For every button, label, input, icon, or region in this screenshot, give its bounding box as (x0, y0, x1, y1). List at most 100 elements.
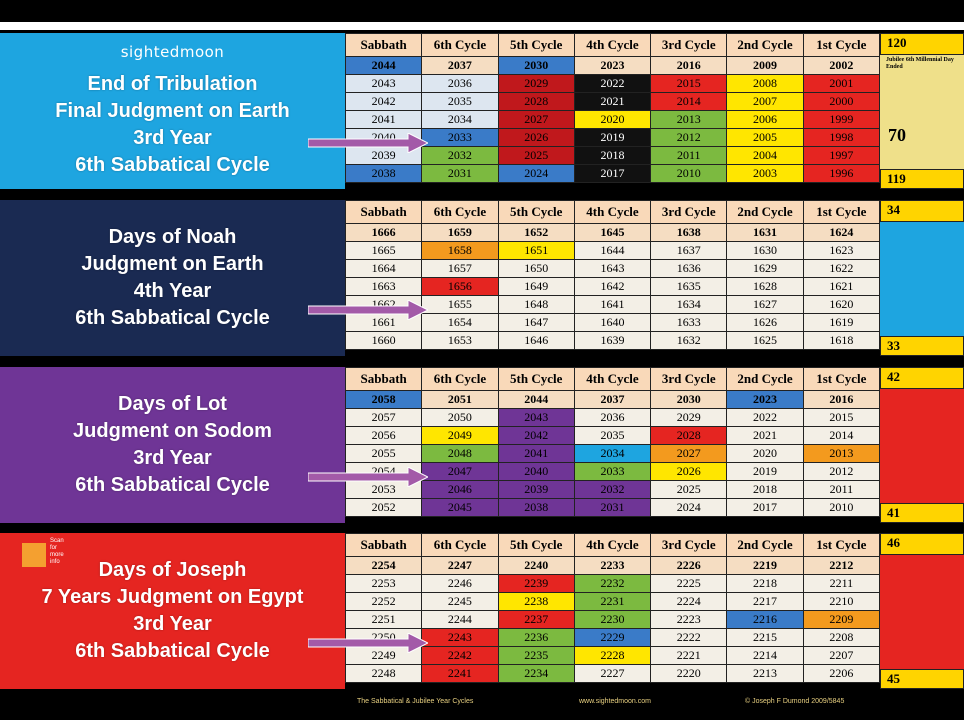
year-cell: 1658 (421, 241, 499, 260)
panel-line: 6th Sabbatical Cycle (75, 154, 270, 176)
year-cell: 2045 (421, 498, 499, 517)
year-cell: 2252 (344, 592, 423, 611)
year-cell: 2050 (421, 408, 499, 427)
year-cell: 1630 (726, 241, 804, 260)
year-cell: 2011 (802, 480, 881, 499)
year-cell: 1652 (497, 223, 575, 242)
table-row: 2249 2242 2235 2228 2221 2214 2207 (344, 646, 881, 665)
year-cell: 2022 (573, 74, 652, 93)
year-cell: 1650 (497, 259, 575, 278)
qr-code-icon[interactable] (22, 543, 46, 567)
panel-line: 7 Years Judgment on Egypt (41, 586, 304, 608)
cycle-table-1: Sabbath 6th Cycle 5th Cycle 4th Cycle 3rd Cy… (344, 33, 881, 183)
year-cell: 2043 (497, 408, 575, 427)
year-cell: 2214 (726, 646, 804, 665)
year-cell: 2026 (497, 128, 575, 147)
panel-line: 3rd Year (133, 613, 212, 635)
year-cell: 2211 (802, 574, 881, 593)
panel-line: Final Judgment on Earth (55, 100, 290, 122)
table-header-row: Sabbath 6th Cycle 5th Cycle 4th Cycle 3rd Cy… (344, 200, 881, 224)
year-cell: 2034 (573, 444, 652, 463)
panel-line: Days of Noah (108, 226, 237, 248)
year-cell: 2041 (344, 110, 423, 129)
cycle-table-3: Sabbath 6th Cycle 5th Cycle 4th Cycle 3rd Cy… (344, 367, 881, 517)
year-cell: 2007 (726, 92, 804, 111)
year-cell: 2215 (726, 628, 804, 647)
jubilee-side-panel (880, 387, 964, 503)
table-row: 2251 2244 2237 2230 2223 2216 2209 (344, 610, 881, 629)
year-cell: 2033 (421, 128, 499, 147)
top-divider (0, 22, 964, 30)
year-cell: 2032 (421, 146, 499, 165)
year-cell: 2056 (344, 426, 423, 445)
year-cell: 1624 (802, 223, 881, 242)
year-cell: 2038 (344, 164, 423, 183)
year-cell: 2016 (802, 390, 881, 409)
qr-label: Scan for more info (50, 538, 80, 566)
year-cell: 2224 (650, 592, 728, 611)
year-cell: 1646 (497, 331, 575, 350)
year-cell: 2040 (497, 462, 575, 481)
footer-url[interactable]: www.sightedmoon.com (579, 698, 651, 705)
year-cell: 2035 (421, 92, 499, 111)
year-cell: 2226 (650, 556, 728, 575)
table-row: 1663 1656 1649 1642 1635 1628 1621 (344, 277, 881, 296)
year-cell: 2247 (421, 556, 499, 575)
year-cell: 2236 (497, 628, 575, 647)
year-cell: 1618 (802, 331, 881, 350)
year-cell: 2018 (573, 146, 652, 165)
year-cell: 1997 (802, 146, 881, 165)
year-cell: 1626 (726, 313, 804, 332)
year-cell: 2254 (344, 556, 423, 575)
year-cell: 2227 (573, 664, 652, 683)
year-cell: 2052 (344, 498, 423, 517)
year-cell: 2002 (802, 56, 881, 75)
year-cell: 2012 (650, 128, 728, 147)
year-cell: 1643 (573, 259, 652, 278)
panel-line: 6th Sabbatical Cycle (75, 640, 270, 662)
column-header: 2nd Cycle (726, 367, 804, 391)
year-cell: 1651 (497, 241, 575, 260)
top-bar (0, 0, 964, 22)
year-cell: 2013 (802, 444, 881, 463)
jubilee-side-panel (880, 220, 964, 336)
footer-title: The Sabbatical & Jubilee Year Cycles (357, 698, 474, 705)
year-cell: 2017 (573, 164, 652, 183)
year-cell: 2024 (650, 498, 728, 517)
table-row: 2253 2246 2239 2232 2225 2218 2211 (344, 574, 881, 593)
year-cell: 2032 (573, 480, 652, 499)
table-row: 1665 1658 1651 1644 1637 1630 1623 (344, 241, 881, 260)
year-cell: 1665 (344, 241, 423, 260)
year-cell: 1621 (802, 277, 881, 296)
year-cell: 2037 (421, 56, 499, 75)
year-cell: 1633 (650, 313, 728, 332)
jubilee-number-bottom: 119 (880, 169, 964, 189)
table-row: 2056 2049 2042 2035 2028 2021 2014 (344, 426, 881, 445)
column-header: 3rd Cycle (650, 200, 728, 224)
year-cell: 1664 (344, 259, 423, 278)
table-row: 2043 2036 2029 2022 2015 2008 2001 (344, 74, 881, 93)
panel-4: Days of Joseph 7 Years Judgment on Egypt 3… (0, 533, 345, 689)
year-cell: 1622 (802, 259, 881, 278)
year-cell: 2021 (573, 92, 652, 111)
column-header: 3rd Cycle (650, 367, 728, 391)
year-cell: 1657 (421, 259, 499, 278)
year-cell: 1998 (802, 128, 881, 147)
year-cell: 2220 (650, 664, 728, 683)
year-cell: 2222 (650, 628, 728, 647)
table-row: 2248 2241 2234 2227 2220 2213 2206 (344, 664, 881, 683)
year-cell: 2023 (573, 56, 652, 75)
panel-line: End of Tribulation (87, 73, 258, 95)
panel-3: Days of Lot Judgment on Sodom 3rd Year 6th … (0, 367, 345, 523)
panel-line: Judgment on Sodom (73, 420, 272, 442)
year-cell: 2019 (726, 462, 804, 481)
pointer-arrow-icon (308, 300, 428, 320)
year-cell: 2207 (802, 646, 881, 665)
year-cell: 1634 (650, 295, 728, 314)
table-header-row: Sabbath 6th Cycle 5th Cycle 4th Cycle 3rd Cy… (344, 533, 881, 557)
pointer-arrow-icon (308, 467, 428, 487)
column-header: 1st Cycle (802, 200, 881, 224)
year-cell: 2010 (802, 498, 881, 517)
year-cell: 1660 (344, 331, 423, 350)
year-cell: 2238 (497, 592, 575, 611)
